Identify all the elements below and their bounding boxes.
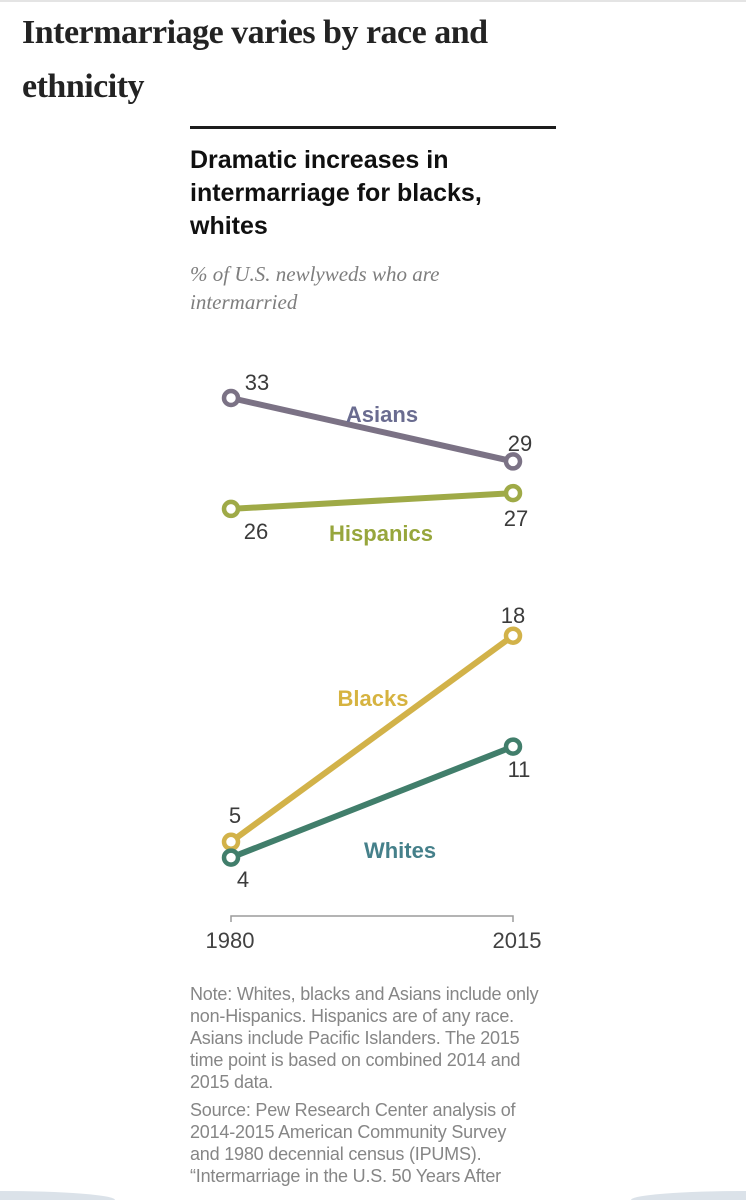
- series-blacks: 5 18 Blacks: [221, 603, 525, 852]
- series-whites: 4 11 Whites: [221, 737, 531, 892]
- point-marker: [503, 737, 523, 756]
- x-axis-tick-label: 2015: [493, 928, 542, 953]
- point-marker: [503, 626, 523, 645]
- value-label: 29: [508, 431, 532, 456]
- series-name-label: Blacks: [338, 686, 409, 711]
- page-title: Intermarriage varies by race and ethnici…: [22, 14, 488, 105]
- value-label: 4: [237, 867, 249, 892]
- point-marker: [221, 848, 241, 867]
- point-marker: [221, 388, 241, 408]
- bottom-right-page-corner: [631, 1191, 746, 1200]
- value-label: 5: [229, 803, 241, 828]
- value-label: 33: [245, 370, 269, 395]
- value-label: 26: [244, 519, 268, 544]
- series-name-label: Asians: [346, 402, 418, 427]
- x-axis-line: [230, 915, 514, 922]
- series-line: [229, 633, 515, 845]
- bottom-left-page-corner: [0, 1191, 115, 1200]
- series-name-label: Hispanics: [329, 521, 433, 546]
- series-line: [229, 743, 515, 861]
- card-top-rule: [190, 126, 556, 129]
- point-marker: [221, 499, 241, 519]
- series-line: [230, 490, 514, 512]
- x-axis-tick-label: 1980: [206, 928, 255, 953]
- value-label: 11: [508, 757, 531, 782]
- chart-note: Note: Whites, blacks and Asians include …: [190, 984, 539, 1092]
- series-asians: 33 29 Asians: [221, 370, 532, 471]
- point-marker: [503, 483, 523, 503]
- slope-chart: 1980 2015 33 29 Asians 26 27 Hispanics 5 18 Blacks…: [206, 370, 542, 953]
- series-hispanics: 26 27 Hispanics: [221, 483, 528, 546]
- value-label: 18: [501, 603, 525, 628]
- series-name-label: Whites: [364, 838, 436, 863]
- point-marker: [503, 452, 523, 471]
- series-line: [230, 395, 514, 465]
- top-divider: [0, 0, 746, 2]
- value-label: 27: [504, 506, 528, 531]
- point-marker: [221, 832, 241, 852]
- chart-subtitle: % of U.S. newlyweds who are intermarried: [190, 262, 440, 314]
- chart-title: Dramatic increases in intermarriage for …: [190, 146, 482, 240]
- chart-source: Source: Pew Research Center analysis of …: [190, 1100, 516, 1186]
